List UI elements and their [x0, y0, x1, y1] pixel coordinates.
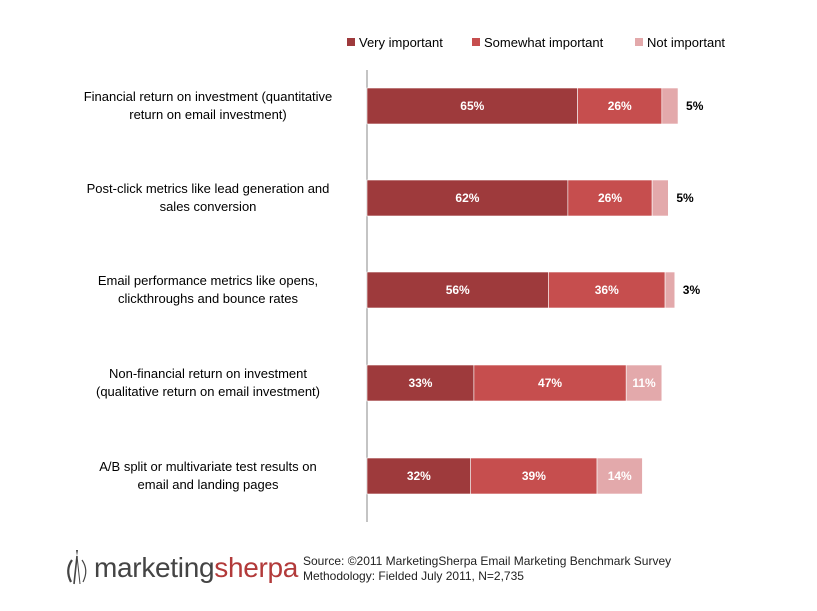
category-label-line: A/B split or multivariate test results o…	[99, 459, 316, 474]
marketingsherpa-logo: marketingsherpa	[62, 548, 298, 588]
category-label-line: email and landing pages	[138, 477, 279, 492]
bars: 65% 26% 5% 62% 26% 5% 56% 36% 3% 33% 47% 11% 32% 39% 1…	[366, 87, 704, 495]
bar-segment	[625, 364, 663, 402]
bar-segment	[577, 87, 663, 125]
category-label: Post-click metrics like lead generation …	[87, 181, 330, 214]
bar-segment	[596, 457, 643, 495]
data-label: 39%	[522, 469, 546, 483]
source-note: Source: ©2011 MarketingSherpa Email Mark…	[303, 554, 671, 584]
legend-swatch	[635, 38, 643, 46]
category-label: A/B split or multivariate test results o…	[99, 459, 316, 492]
legend-label: Very important	[359, 35, 443, 50]
bar-segment	[473, 364, 627, 402]
category-label-line: Post-click metrics like lead generation …	[87, 181, 330, 196]
data-label: 14%	[608, 469, 632, 483]
legend: Very important Somewhat important Not impo…	[347, 35, 725, 50]
data-label: 47%	[538, 376, 562, 390]
logo-wordmark-part1: marketing	[94, 552, 215, 583]
bar-segment	[661, 87, 679, 125]
category-label-line: sales conversion	[160, 199, 257, 214]
bar-segment	[470, 457, 598, 495]
footer: marketingsherpa Source: ©2011 MarketingS…	[0, 540, 817, 600]
legend-label: Somewhat important	[484, 35, 604, 50]
category-label: Email performance metrics like opens, cli…	[98, 273, 318, 306]
bar-segment	[651, 179, 669, 217]
category-labels: Financial return on investment (quantita…	[84, 89, 333, 492]
data-label: 5%	[686, 99, 704, 113]
bar-segment	[664, 271, 676, 309]
data-label: 33%	[408, 376, 432, 390]
category-label: Financial return on investment (quantita…	[84, 89, 333, 122]
bar-segment	[548, 271, 666, 309]
compass-icon	[67, 550, 87, 585]
data-label: 56%	[446, 283, 470, 297]
data-label: 5%	[676, 191, 694, 205]
data-label: 26%	[598, 191, 622, 205]
methodology-line: Methodology: Fielded July 2011, N=2,735	[303, 569, 524, 583]
category-label-line: clickthroughs and bounce rates	[118, 291, 298, 306]
legend-label: Not important	[647, 35, 725, 50]
data-label: 65%	[460, 99, 484, 113]
data-label: 26%	[608, 99, 632, 113]
legend-swatch	[347, 38, 355, 46]
category-label-line: return on email investment)	[129, 107, 287, 122]
category-label-line: (qualitative return on email investment)	[96, 384, 320, 399]
data-label: 3%	[683, 283, 701, 297]
bar-segment	[366, 179, 569, 217]
logo-wordmark: marketingsherpa	[94, 552, 298, 584]
category-label-line: Financial return on investment (quantita…	[84, 89, 333, 104]
data-label: 32%	[407, 469, 431, 483]
category-label-line: Non-financial return on investment	[109, 366, 307, 381]
logo-wordmark-part2: sherpa	[214, 552, 299, 583]
source-line: Source: ©2011 MarketingSherpa Email Mark…	[303, 554, 672, 568]
data-label: 36%	[595, 283, 619, 297]
data-label: 62%	[455, 191, 479, 205]
bar-segment	[366, 457, 471, 495]
stacked-bar-chart: Very important Somewhat important Not impo…	[84, 35, 725, 522]
data-label: 11%	[632, 376, 656, 390]
legend-swatch	[472, 38, 480, 46]
bar-segment	[366, 87, 578, 125]
category-label: Non-financial return on investment (quali…	[96, 366, 320, 399]
category-label-line: Email performance metrics like opens,	[98, 273, 318, 288]
